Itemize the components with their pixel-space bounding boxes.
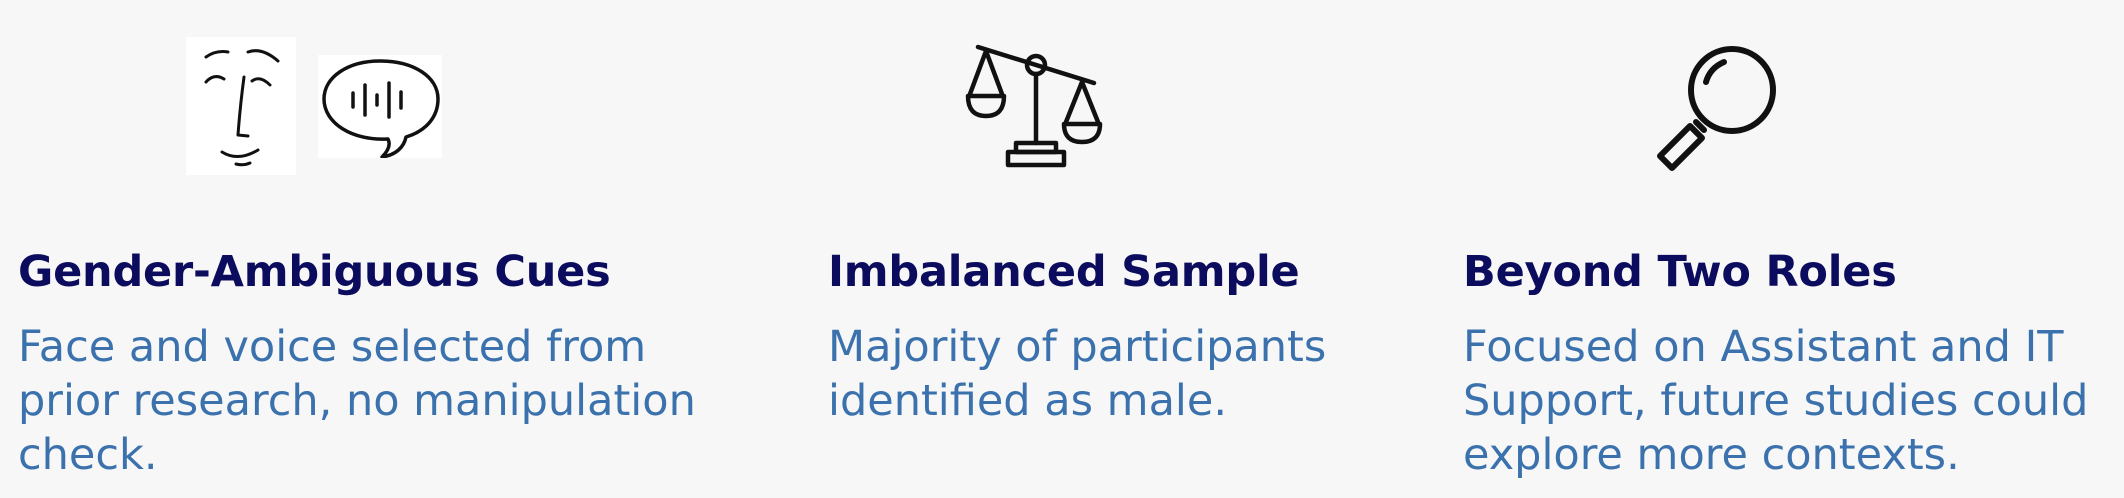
limitation-card-beyond-two-roles: Beyond Two Roles Focused on Assistant an… xyxy=(1463,0,2124,498)
balance-scale-icon xyxy=(964,42,1104,170)
speech-bubble-icon xyxy=(318,55,442,158)
magnifying-glass-icon xyxy=(1656,42,1786,172)
card-title: Imbalanced Sample xyxy=(828,247,1300,297)
limitation-card-imbalanced-sample: Imbalanced Sample Majority of participan… xyxy=(828,0,1428,498)
card-description: Majority of participants identified as m… xyxy=(828,322,1327,426)
card-title: Beyond Two Roles xyxy=(1463,247,1897,297)
card-title: Gender-Ambiguous Cues xyxy=(18,247,611,297)
limitation-card-gender-cues: Gender-Ambiguous Cues Face and voice sel… xyxy=(18,0,778,498)
card-description: Focused on Assistant and IT Support, fut… xyxy=(1463,322,2089,480)
face-icon xyxy=(186,37,296,175)
card-description: Face and voice selected from prior resea… xyxy=(18,322,696,480)
